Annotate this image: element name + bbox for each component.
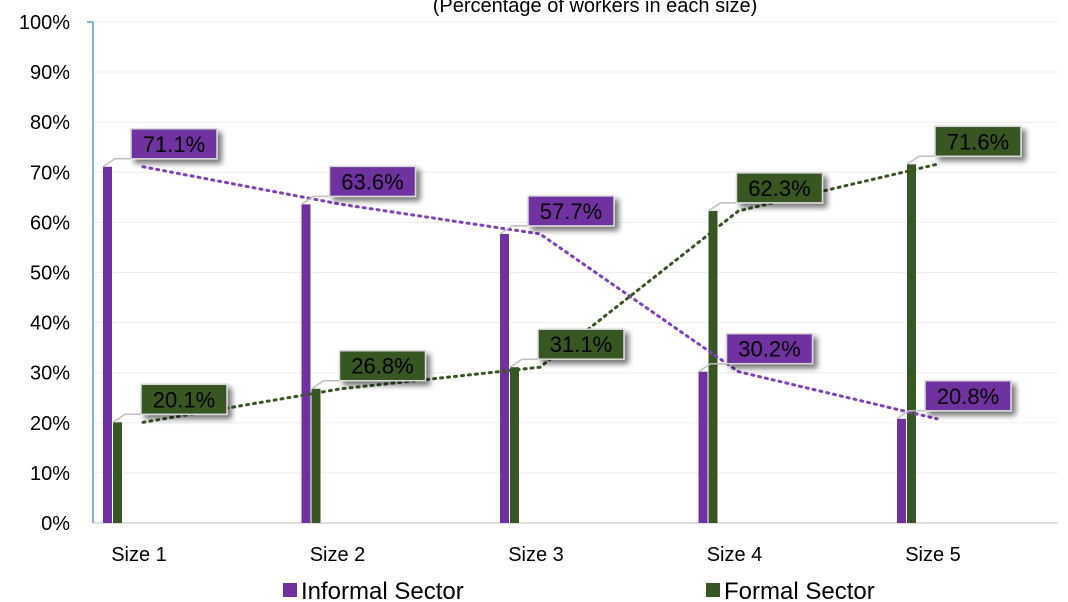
leader-line (311, 379, 340, 390)
informal-data-label-box (924, 380, 1012, 412)
informal-trendline (141, 165, 939, 421)
legend-swatch (706, 583, 720, 597)
informal-bar (698, 371, 708, 523)
legend-informal: Informal Sector (283, 578, 464, 602)
informal-bar (301, 204, 311, 523)
formal-bar (907, 164, 916, 523)
x-tick-label: Size 1 (111, 544, 167, 566)
formal-data-label: 20.1% (153, 387, 215, 412)
axes: 0% 10% 20% 30% 40% 50% 60% 70% 80% 90% 100% Size 1 S… (19, 12, 1058, 566)
legend-swatch (283, 583, 297, 597)
leader-line (896, 410, 925, 420)
y-tick-label: 50% (30, 263, 70, 285)
legend-formal: Formal Sector (706, 578, 875, 602)
y-tick-label: 70% (30, 162, 70, 184)
formal-data-label-box (934, 125, 1022, 158)
formal-data-label: 71.6% (947, 129, 1009, 154)
formal-data-label-box (537, 328, 625, 360)
x-tick-label: Size 3 (508, 544, 564, 566)
y-tick-label: 40% (30, 313, 70, 335)
informal-data-label: 71.1% (143, 132, 205, 157)
informal-bar (103, 166, 112, 523)
chart-title: (Percentage of workers in each size) (433, 0, 758, 17)
legend-label: Formal Sector (724, 578, 875, 602)
formal-data-label-box (140, 383, 228, 416)
informal-bar (897, 418, 906, 523)
leader-line (499, 225, 528, 235)
informal-data-label: 57.7% (540, 199, 602, 224)
leader-line (906, 155, 935, 165)
formal-bar (510, 367, 519, 523)
x-tick-label: Size 2 (310, 544, 366, 566)
y-tick-label: 0% (41, 513, 70, 535)
leader-line (509, 358, 538, 368)
leader-line (708, 202, 737, 212)
data-labels: 71.1% 63.6% 57.7% 30.2% 20.8% 20.1% 26.8% 31.1%… (102, 125, 1022, 423)
leader-line (112, 413, 141, 423)
leader-line (301, 195, 330, 205)
y-tick-label: 60% (30, 212, 70, 234)
informal-bar (500, 233, 509, 523)
informal-data-label: 30.2% (738, 337, 800, 362)
y-tick-label: 100% (19, 12, 70, 34)
formal-bar (708, 210, 718, 523)
formal-bar (113, 422, 122, 523)
informal-data-label-box (527, 195, 615, 227)
y-tick-label: 20% (30, 413, 70, 435)
formal-data-label: 62.3% (748, 176, 810, 201)
informal-data-label-box (725, 332, 814, 365)
formal-data-label: 31.1% (550, 332, 612, 357)
formal-data-label-box (338, 349, 427, 382)
formal-data-label: 26.8% (351, 354, 413, 379)
x-tick-label: Size 4 (707, 544, 763, 566)
leader-line (102, 158, 131, 168)
informal-data-label: 20.8% (937, 384, 999, 409)
informal-data-label: 63.6% (341, 169, 403, 194)
bars (103, 164, 916, 523)
y-tick-label: 10% (30, 463, 70, 485)
leader-line (698, 362, 727, 373)
y-tick-label: 90% (30, 62, 70, 84)
informal-data-label-box (328, 165, 417, 198)
formal-data-label-box (735, 172, 824, 204)
y-tick-label: 80% (30, 112, 70, 134)
legend: Informal Sector Formal Sector (283, 578, 875, 602)
legend-label: Informal Sector (301, 578, 464, 602)
x-tick-label: Size 5 (905, 544, 961, 566)
informal-data-label-box (130, 128, 218, 160)
formal-bar (311, 388, 321, 523)
y-tick-label: 30% (30, 363, 70, 385)
